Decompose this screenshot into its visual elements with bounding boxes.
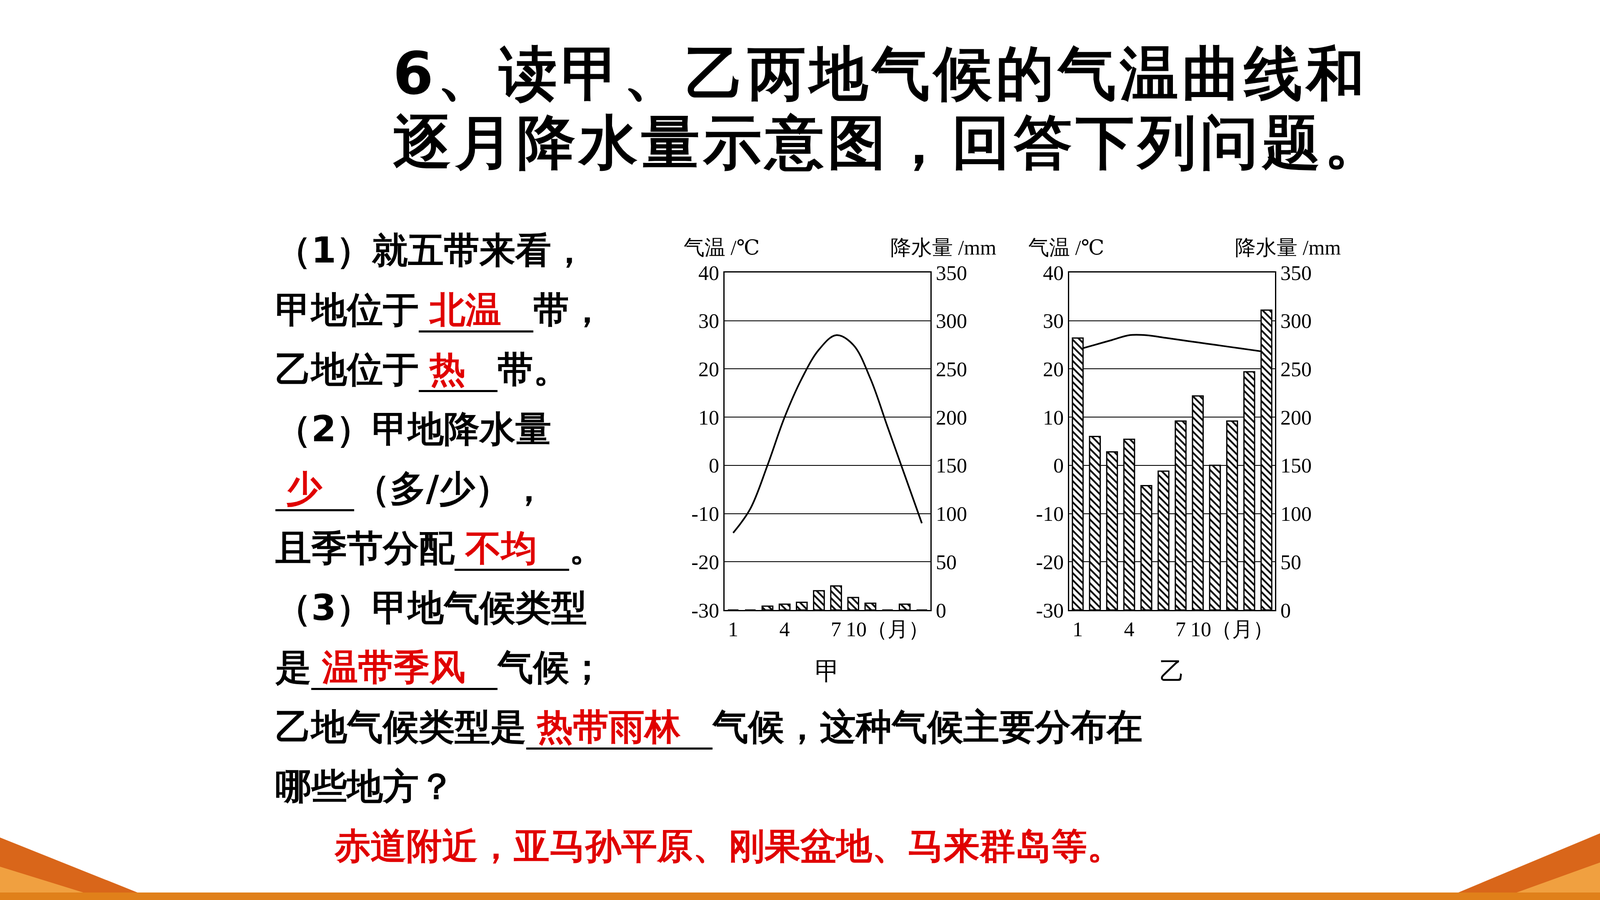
svg-text:7: 7 bbox=[1175, 617, 1186, 641]
svg-text:10（月）: 10（月） bbox=[845, 617, 930, 641]
html-text:（2）甲地降水量: （2）甲地降水量 bbox=[275, 407, 552, 450]
html-text:6、读甲、乙两地气候的气温曲线和: 6、读甲、乙两地气候的气温曲线和 bbox=[392, 39, 1369, 108]
svg-text:50: 50 bbox=[1280, 550, 1302, 574]
html-text:少: 少 bbox=[286, 467, 322, 510]
svg-text:10: 10 bbox=[1042, 405, 1064, 430]
html-text:（多/少），: （多/少）， bbox=[354, 467, 547, 510]
svg-text:4: 4 bbox=[779, 617, 790, 641]
html-text:（3）甲地气候类型: （3）甲地气候类型 bbox=[275, 586, 587, 629]
svg-text:350: 350 bbox=[1280, 261, 1312, 285]
svg-text:-20: -20 bbox=[691, 550, 720, 574]
html-text:乙地气候类型是 热带雨林: 乙地气候类型是 热带雨林 bbox=[275, 705, 681, 748]
svg-text:-30: -30 bbox=[1035, 598, 1064, 623]
svg-text:100: 100 bbox=[935, 502, 968, 526]
html-text:乙地位于 热: 乙地位于 热 bbox=[275, 348, 466, 390]
html-text:气候；: 气候； bbox=[497, 646, 606, 688]
svg-text:10（月）: 10（月） bbox=[1190, 617, 1274, 641]
svg-text:4: 4 bbox=[1124, 617, 1135, 641]
svg-text:50: 50 bbox=[935, 550, 957, 574]
svg-text:气温 /℃: 气温 /℃ bbox=[683, 235, 760, 260]
html-text:且季节分配 不均: 且季节分配 不均 bbox=[275, 527, 537, 569]
svg-text:300: 300 bbox=[1280, 309, 1312, 333]
svg-text:20: 20 bbox=[1042, 357, 1064, 381]
svg-text:30: 30 bbox=[698, 309, 720, 333]
html-text:逐月降水量示意图，回答下列问题。: 逐月降水量示意图，回答下列问题。 bbox=[392, 108, 1387, 177]
svg-text:气温 /℃: 气温 /℃ bbox=[1028, 235, 1105, 260]
svg-text:-10: -10 bbox=[1035, 502, 1064, 526]
html-text:（1）就五带来看，: （1）就五带来看， bbox=[275, 229, 587, 271]
svg-text:150: 150 bbox=[1280, 453, 1312, 478]
svg-text:300: 300 bbox=[935, 309, 968, 333]
svg-text:7: 7 bbox=[830, 617, 842, 641]
svg-text:40: 40 bbox=[1042, 261, 1064, 285]
html-text:气候，这种气候主要分布在: 气候，这种气候主要分布在 bbox=[712, 705, 1143, 748]
svg-text:-30: -30 bbox=[691, 598, 720, 623]
svg-text:降水量 /mm: 降水量 /mm bbox=[890, 235, 997, 260]
svg-text:250: 250 bbox=[935, 357, 968, 381]
svg-text:乙: 乙 bbox=[1159, 657, 1185, 685]
svg-text:200: 200 bbox=[935, 405, 968, 430]
svg-text:350: 350 bbox=[935, 261, 968, 285]
html-text:哪些地方？: 哪些地方？ bbox=[275, 765, 455, 808]
svg-text:1: 1 bbox=[727, 617, 739, 641]
svg-text:100: 100 bbox=[1280, 502, 1312, 526]
svg-text:200: 200 bbox=[1280, 405, 1312, 430]
html-text:带，: 带， bbox=[533, 288, 606, 331]
html-text:是 温带季风: 是 温带季风 bbox=[275, 646, 466, 688]
svg-text:250: 250 bbox=[1280, 357, 1312, 381]
svg-text:-20: -20 bbox=[1035, 550, 1064, 574]
svg-text:-10: -10 bbox=[691, 502, 720, 526]
svg-text:20: 20 bbox=[698, 357, 720, 381]
svg-text:150: 150 bbox=[935, 453, 968, 478]
svg-text:30: 30 bbox=[1042, 309, 1064, 333]
svg-text:1: 1 bbox=[1072, 617, 1083, 641]
html-text:带。: 带。 bbox=[497, 348, 570, 390]
svg-text:0: 0 bbox=[1053, 453, 1064, 478]
svg-text:0: 0 bbox=[1280, 598, 1291, 623]
html-text:甲地位于 北温: 甲地位于 北温 bbox=[275, 288, 502, 331]
svg-text:0: 0 bbox=[708, 453, 720, 478]
svg-text:降水量 /mm: 降水量 /mm bbox=[1235, 235, 1341, 260]
svg-text:10: 10 bbox=[698, 405, 720, 430]
html-text:赤道附近，亚马孙平原、刚果盆地、马来群岛等。: 赤道附近，亚马孙平原、刚果盆地、马来群岛等。 bbox=[334, 825, 1123, 867]
svg-text:0: 0 bbox=[935, 598, 947, 623]
svg-text:甲: 甲 bbox=[815, 657, 840, 685]
svg-text:40: 40 bbox=[698, 261, 720, 285]
